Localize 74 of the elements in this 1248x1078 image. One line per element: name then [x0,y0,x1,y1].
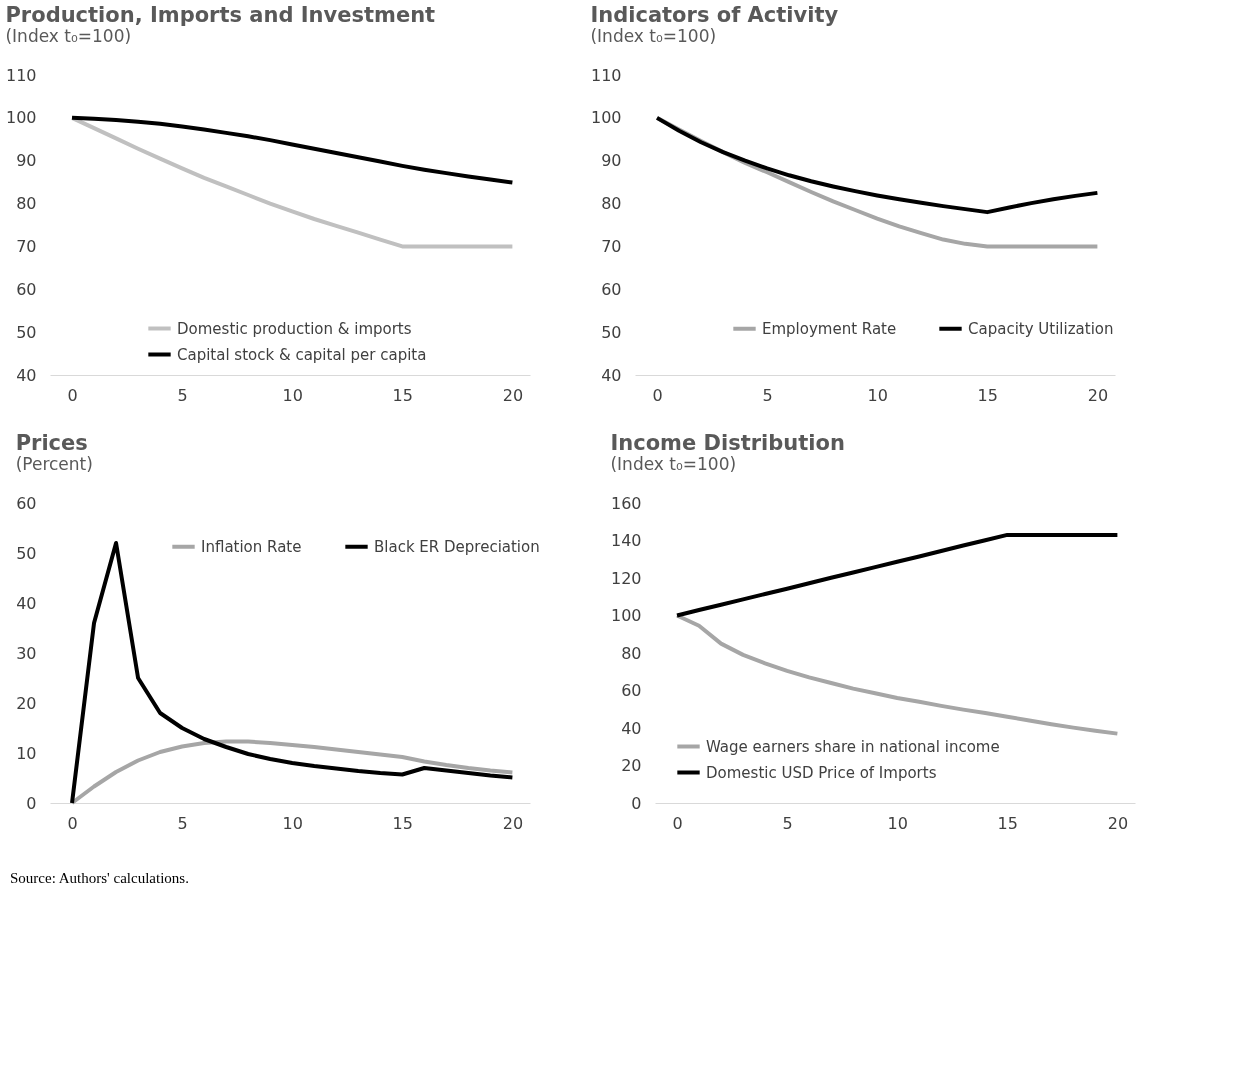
y-tick-label: 110 [5,65,37,85]
legend-label: Black ER Depreciation [374,537,540,556]
y-tick-label: 70 [16,236,37,256]
chart-subtitle: (Percent) [15,454,93,474]
y-tick-label: 0 [26,793,37,813]
x-tick-label: 5 [782,813,793,833]
y-tick-label: 50 [16,322,37,342]
y-tick-label: 30 [16,643,37,663]
y-tick-label: 10 [16,743,37,763]
legend-label: Wage earners share in national income [706,737,1000,756]
y-tick-label: 100 [590,108,622,128]
line-series [675,613,1120,736]
x-tick-label: 20 [1087,385,1109,405]
line-series [70,115,515,185]
y-tick-label: 80 [16,194,37,214]
x-tick-label: 0 [67,385,78,405]
y-tick-label: 40 [621,718,642,738]
x-tick-label: 0 [652,385,663,405]
x-tick-label: 20 [1107,813,1129,833]
line-series [675,532,1120,618]
y-tick-label: 90 [601,151,622,171]
x-tick-label: 10 [867,385,888,405]
y-tick-label: 40 [16,593,37,613]
x-tick-label: 5 [177,813,188,833]
x-tick-label: 5 [177,385,188,405]
source-note: Source: Authors' calculations. [10,870,189,886]
y-tick-label: 50 [601,322,622,342]
x-tick-label: 20 [502,385,524,405]
x-tick-label: 10 [282,385,303,405]
x-tick-label: 15 [997,813,1018,833]
line-series [655,115,1100,215]
x-tick-label: 10 [887,813,908,833]
y-tick-label: 0 [631,793,642,813]
chart-title: Indicators of Activity [590,3,839,27]
x-tick-label: 15 [977,385,998,405]
y-tick-label: 90 [16,151,37,171]
x-tick-label: 10 [282,813,303,833]
y-tick-label: 120 [610,568,642,588]
y-tick-label: 50 [16,543,37,563]
y-tick-label: 80 [601,194,622,214]
y-tick-label: 60 [601,279,622,299]
chart-subtitle: (Index t₀=100) [5,26,132,46]
x-tick-label: 15 [392,813,413,833]
line-series [70,739,515,805]
x-tick-label: 20 [502,813,524,833]
legend-label: Capacity Utilization [968,319,1114,338]
y-tick-label: 140 [610,531,642,550]
y-tick-label: 60 [16,279,37,299]
y-tick-label: 40 [601,365,622,385]
legend-label: Employment Rate [762,319,897,338]
legend-label: Domestic production & imports [177,319,412,338]
legend-label: Domestic USD Price of Imports [706,763,937,782]
x-tick-label: 15 [392,385,413,405]
y-tick-label: 20 [621,756,642,775]
y-tick-label: 40 [16,365,37,385]
y-tick-label: 70 [601,236,622,256]
y-tick-label: 80 [621,643,642,663]
y-tick-label: 160 [610,493,642,513]
chart-title: Income Distribution [610,431,845,455]
x-tick-label: 0 [67,813,78,833]
chart-title: Production, Imports and Investment [5,3,436,27]
y-tick-label: 100 [610,606,642,625]
y-tick-label: 60 [16,493,37,513]
legend-label: Inflation Rate [201,537,302,556]
chart-subtitle: (Index t₀=100) [610,454,737,474]
y-tick-label: 60 [621,681,642,700]
chart-title: Prices [15,431,88,455]
y-tick-label: 20 [16,693,37,713]
legend-label: Capital stock & capital per capita [177,345,427,364]
y-tick-label: 100 [5,108,37,128]
x-tick-label: 5 [762,385,773,405]
y-tick-label: 110 [590,65,622,85]
x-tick-label: 0 [672,813,683,833]
chart-subtitle: (Index t₀=100) [590,26,717,46]
